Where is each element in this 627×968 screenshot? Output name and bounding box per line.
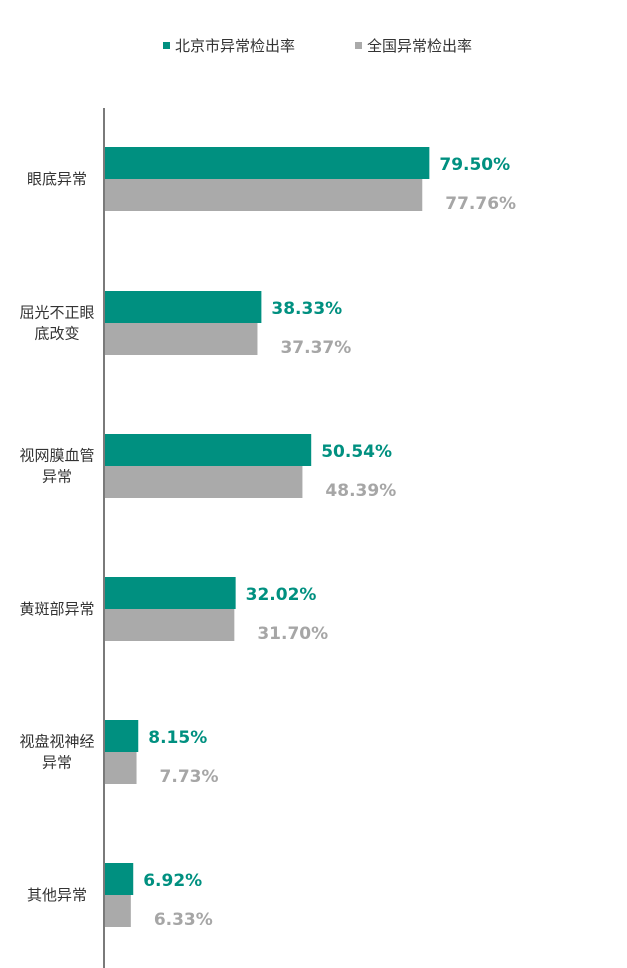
data-label-beijing: 50.54%: [321, 442, 392, 462]
bar-national: [105, 895, 131, 927]
legend-item-national: 全国异常检出率: [355, 33, 472, 57]
legend: 北京市异常检出率 全国异常检出率: [0, 33, 627, 57]
data-label-beijing: 79.50%: [439, 155, 510, 175]
bar-national: [105, 323, 258, 355]
category-label: 视网膜血管: [19, 447, 94, 465]
bar-national: [105, 752, 137, 784]
legend-label-beijing: 北京市异常检出率: [175, 36, 296, 55]
data-label-national: 37.37%: [280, 338, 351, 358]
data-label-beijing: 6.92%: [143, 871, 202, 891]
bar-beijing: [105, 291, 262, 323]
category-label: 底改变: [34, 325, 79, 343]
legend-label-national: 全国异常检出率: [367, 36, 473, 55]
bar-beijing: [105, 577, 236, 609]
category-label: 其他异常: [27, 886, 87, 904]
data-label-national: 7.73%: [160, 767, 219, 787]
category-label: 视盘视神经: [19, 733, 94, 751]
data-label-beijing: 38.33%: [271, 299, 342, 319]
legend-swatch-beijing: [163, 41, 170, 49]
legend-item-beijing: 北京市异常检出率: [163, 33, 295, 57]
bar-national: [105, 179, 423, 211]
legend-swatch-national: [355, 41, 362, 49]
category-label: 屈光不正眼: [19, 304, 94, 322]
bar-beijing: [105, 720, 139, 752]
bar-national: [105, 609, 235, 641]
bar-beijing: [105, 863, 134, 895]
data-label-beijing: 8.15%: [148, 728, 207, 748]
category-label: 黄斑部异常: [19, 600, 94, 618]
data-label-national: 77.76%: [445, 194, 516, 214]
data-label-national: 48.39%: [325, 481, 396, 501]
data-label-national: 6.33%: [154, 910, 213, 930]
bar-beijing: [105, 147, 430, 179]
bar-national: [105, 466, 303, 498]
data-label-national: 31.70%: [257, 624, 328, 644]
category-label: 异常: [42, 754, 72, 772]
bar-beijing: [105, 434, 312, 466]
data-label-beijing: 32.02%: [246, 585, 317, 605]
category-label: 异常: [42, 468, 72, 486]
category-label: 眼底异常: [27, 170, 87, 188]
